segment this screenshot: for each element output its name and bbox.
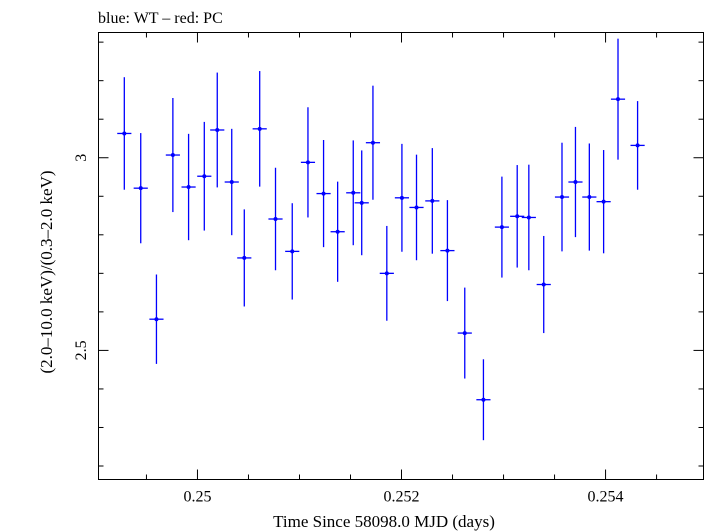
point-marker xyxy=(616,97,621,102)
point-marker xyxy=(526,215,531,220)
point-marker xyxy=(384,271,389,276)
point-marker xyxy=(359,200,364,205)
point-marker xyxy=(335,229,340,234)
point-marker xyxy=(215,127,220,132)
point-marker xyxy=(573,180,578,185)
data-point xyxy=(149,274,164,364)
point-marker xyxy=(515,214,520,219)
data-point xyxy=(197,121,212,231)
data-point xyxy=(316,140,331,248)
data-point xyxy=(425,148,440,254)
data-point xyxy=(596,150,611,254)
x-tick-label: 0.254 xyxy=(588,489,624,506)
data-point xyxy=(181,133,196,241)
data-point xyxy=(133,133,148,244)
y-tick-label: 2.5 xyxy=(73,340,90,360)
x-tick-label: 0.252 xyxy=(384,489,420,506)
x-axis-ticks: 0.25 0.252 0.254 xyxy=(145,32,658,506)
point-marker xyxy=(462,331,467,336)
point-marker xyxy=(257,126,262,131)
y-axis-label: (2.0–10.0 keV)/(0.3–2.0 keV) xyxy=(37,170,56,373)
point-marker xyxy=(186,185,191,190)
point-marker xyxy=(399,195,404,200)
y-axis-ticks: 2.53 xyxy=(73,41,704,467)
data-point xyxy=(610,38,626,160)
data-point xyxy=(252,71,267,187)
point-marker xyxy=(305,160,310,165)
y-tick-label: 3 xyxy=(73,154,90,162)
data-point xyxy=(330,181,345,282)
data-point xyxy=(285,203,300,300)
data-point xyxy=(210,72,225,188)
point-marker xyxy=(601,199,606,204)
data-point xyxy=(457,287,472,379)
data-point xyxy=(268,167,283,271)
point-marker xyxy=(481,397,486,402)
point-marker xyxy=(273,217,278,222)
point-marker xyxy=(445,248,450,253)
data-point xyxy=(536,235,551,334)
point-marker xyxy=(559,195,564,200)
data-point xyxy=(117,77,132,190)
data-point xyxy=(554,142,570,252)
point-marker xyxy=(202,174,207,179)
data-point xyxy=(568,126,583,238)
data-point xyxy=(224,128,239,236)
data-point xyxy=(476,359,491,441)
point-marker xyxy=(351,190,356,195)
data-points xyxy=(117,38,645,441)
data-point xyxy=(165,98,180,213)
data-point xyxy=(494,176,509,278)
point-marker xyxy=(138,186,143,191)
point-marker xyxy=(499,225,504,230)
data-point xyxy=(394,143,409,252)
data-point xyxy=(521,164,536,271)
point-marker xyxy=(229,180,234,185)
x-axis-label: Time Since 58098.0 MJD (days) xyxy=(273,512,495,531)
plot-frame xyxy=(98,32,704,480)
point-marker xyxy=(321,191,326,196)
point-marker xyxy=(541,282,546,287)
data-point xyxy=(630,101,645,190)
point-marker xyxy=(290,249,295,254)
point-marker xyxy=(242,255,247,260)
data-point xyxy=(409,154,424,261)
point-marker xyxy=(122,131,127,136)
point-marker xyxy=(414,205,419,210)
x-tick-label: 0.25 xyxy=(183,489,211,506)
point-marker xyxy=(430,198,435,203)
data-point xyxy=(237,209,252,307)
data-point xyxy=(365,85,381,200)
chart-title: blue: WT – red: PC xyxy=(98,10,223,27)
point-marker xyxy=(370,140,375,145)
point-marker xyxy=(170,153,175,158)
data-point xyxy=(300,107,316,218)
data-point xyxy=(379,225,394,321)
point-marker xyxy=(587,195,592,200)
data-point xyxy=(582,143,597,251)
data-point xyxy=(354,150,369,256)
point-marker xyxy=(154,317,159,322)
data-point xyxy=(440,200,455,302)
data-point xyxy=(510,165,525,268)
data-point xyxy=(346,140,361,246)
point-marker xyxy=(635,143,640,148)
